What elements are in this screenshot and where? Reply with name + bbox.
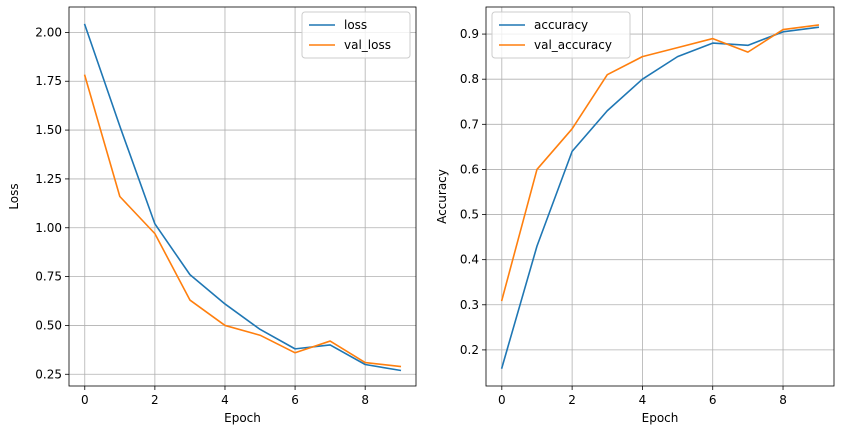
y-tick-label: 1.00: [35, 221, 62, 235]
x-tick-label: 8: [779, 393, 787, 407]
x-axis-label: Epoch: [224, 411, 261, 425]
y-tick-label: 0.6: [460, 162, 479, 176]
y-tick-label: 0.4: [460, 253, 479, 267]
loss-chart: 0 2 4 6 8 0.25 0.50 0.75 1.00 1.25 1.50 1.75 2.00 Epo…: [7, 6, 417, 425]
x-tick-label: 2: [151, 393, 159, 407]
legend-box: [491, 11, 631, 59]
y-tick-label: 1.75: [35, 74, 62, 88]
y-tick-label: 0.8: [460, 72, 479, 86]
accuracy-chart: 0 2 4 6 8 0.2 0.3 0.4 0.5 0.6 0.7 0.8 0.9 Epoch Accura…: [435, 6, 835, 425]
y-tick-label: 0.5: [460, 208, 479, 222]
series-line-val-accuracy: [500, 24, 820, 302]
x-tick-label: 2: [568, 393, 576, 407]
x-tick-label: 4: [221, 393, 229, 407]
y-tick-label: 0.25: [35, 367, 62, 381]
x-axis-label: Epoch: [642, 411, 679, 425]
legend-box: [301, 11, 411, 59]
x-tick-label: 4: [639, 393, 647, 407]
y-tick-label: 0.75: [35, 270, 62, 284]
series-line-loss: [83, 23, 402, 372]
axes-frame: [68, 6, 417, 387]
y-tick-label: 0.3: [460, 298, 479, 312]
legend-label-accuracy: accuracy: [534, 18, 588, 32]
y-tick-label: 0.9: [460, 27, 479, 41]
x-tick-label: 6: [709, 393, 717, 407]
y-axis-label: Accuracy: [435, 169, 449, 224]
x-tick-label: 8: [361, 393, 369, 407]
y-tick-label: 0.2: [460, 343, 479, 357]
x-tick-label: 6: [291, 393, 299, 407]
y-axis-label: Loss: [7, 183, 21, 209]
y-tick-label: 2.00: [35, 25, 62, 39]
series-line-val-loss: [83, 74, 402, 368]
y-tick-label: 1.25: [35, 172, 62, 186]
legend-label-loss: loss: [344, 18, 367, 32]
x-tick-label: 0: [81, 393, 89, 407]
y-tick-label: 1.50: [35, 123, 62, 137]
y-tick-label: 0.7: [460, 117, 479, 131]
legend-label-val-loss: val_loss: [344, 38, 391, 52]
y-tick-label: 0.50: [35, 318, 62, 332]
legend: accuracy val_accuracy: [491, 11, 631, 59]
axes-frame: [485, 6, 835, 387]
series-line-accuracy: [500, 26, 820, 369]
legend: loss val_loss: [301, 11, 411, 59]
x-tick-label: 0: [498, 393, 506, 407]
legend-label-val-accuracy: val_accuracy: [534, 38, 612, 52]
